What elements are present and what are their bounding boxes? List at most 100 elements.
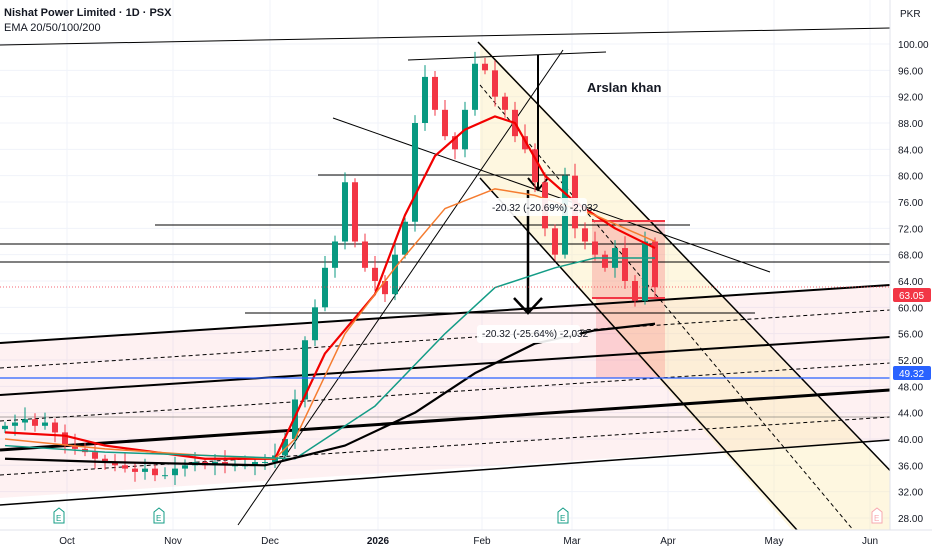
candle: [352, 178, 358, 248]
candle: [602, 250, 608, 272]
price-tick-label: 52.00: [898, 356, 923, 367]
candle: [552, 224, 558, 261]
candle: [382, 275, 388, 303]
candle: [22, 407, 28, 431]
price-tick-label: 100.00: [898, 40, 929, 51]
time-tick-label: Nov: [164, 536, 182, 547]
price-ticks: 100.00 96.00 92.00 88.00 84.00 80.00 76.00 72.0…: [898, 40, 929, 525]
price-tick-label: 72.00: [898, 224, 923, 235]
candle: [152, 464, 158, 482]
candle: [322, 255, 328, 312]
candle: [32, 413, 38, 432]
candle: [172, 456, 178, 486]
price-tick-label: 36.00: [898, 461, 923, 472]
candle: [452, 132, 458, 160]
candle: [372, 255, 378, 291]
candle: [262, 454, 268, 470]
candle: [2, 421, 8, 434]
last-price-value: 63.05: [899, 291, 924, 302]
candle: [582, 222, 588, 250]
price-tick-label: 60.00: [898, 303, 923, 314]
price-tick-label: 44.00: [898, 409, 923, 420]
target-box: [596, 298, 665, 378]
time-tick-label: Mar: [563, 536, 581, 547]
price-tick-label: 76.00: [898, 198, 923, 209]
candle: [332, 235, 338, 278]
svg-text:E: E: [874, 514, 879, 523]
earnings-icon[interactable]: E: [153, 507, 165, 524]
time-tick-label: Jun: [862, 536, 878, 547]
time-tick-label: May: [765, 536, 784, 547]
time-ticks: Oct Nov Dec 2026 Feb Mar Apr May Jun: [59, 536, 878, 547]
price-tick-label: 88.00: [898, 119, 923, 130]
chart-legend: Nishat Power Limited · 1D · PSX EMA 20/5…: [4, 6, 171, 36]
earnings-icon[interactable]: E: [53, 507, 65, 524]
candle: [622, 236, 628, 289]
last-price-badge: [893, 288, 931, 302]
price-tick-label: 80.00: [898, 172, 923, 183]
candle: [482, 57, 488, 75]
svg-text:E: E: [56, 514, 61, 523]
time-tick-label: Oct: [59, 536, 75, 547]
candle: [472, 51, 478, 116]
currency-label: PKR: [900, 9, 921, 20]
earnings-markers[interactable]: E E E E: [53, 507, 883, 524]
price-tick-label: 28.00: [898, 514, 923, 525]
candle: [432, 70, 438, 116]
candle: [392, 244, 398, 301]
candle: [312, 299, 318, 347]
candle: [342, 172, 348, 250]
measure-label-2: -20.32 (-25.64%) -2,032: [482, 329, 589, 340]
price-tick-label: 64.00: [898, 277, 923, 288]
candle: [632, 275, 638, 307]
candle: [402, 217, 408, 259]
time-tick-label: Feb: [473, 536, 491, 547]
measure-label-1-bg: [487, 198, 587, 216]
ema-100-line: [4, 257, 655, 460]
price-tick-label: 56.00: [898, 330, 923, 341]
candle: [422, 65, 428, 131]
trend-lines: [0, 27, 931, 550]
price-tick-label: 84.00: [898, 145, 923, 156]
measure-label-2-bg: [477, 325, 580, 343]
svg-text:E: E: [560, 514, 565, 523]
candle: [132, 462, 138, 482]
svg-text:E: E: [156, 514, 161, 523]
symbol-title[interactable]: Nishat Power Limited · 1D · PSX: [4, 7, 172, 19]
earnings-icon[interactable]: E: [871, 507, 883, 524]
time-axis[interactable]: [0, 530, 890, 550]
price-tick-label: 96.00: [898, 66, 923, 77]
earnings-icon[interactable]: E: [557, 507, 569, 524]
candle: [92, 442, 98, 469]
price-tick-label: 32.00: [898, 488, 923, 499]
descending-channel-fill: [480, 42, 930, 550]
candle: [252, 458, 258, 476]
price-tick-label: 48.00: [898, 382, 923, 393]
ascending-channel-fill: [0, 285, 890, 498]
candle: [442, 99, 448, 141]
candle: [162, 467, 168, 480]
candle: [62, 424, 68, 454]
price-tick-label: 92.00: [898, 93, 923, 104]
candle: [182, 459, 188, 477]
author-note: Arslan khan: [587, 80, 661, 95]
price-axis[interactable]: [890, 0, 932, 550]
candle: [362, 233, 368, 272]
candle: [492, 60, 498, 107]
candle: [42, 412, 48, 430]
level-price-value: 49.32: [899, 369, 924, 380]
candle: [52, 418, 58, 443]
candle: [592, 231, 598, 261]
time-tick-label: Apr: [660, 536, 676, 547]
price-tick-label: 68.00: [898, 251, 923, 262]
indicator-label[interactable]: EMA 20/50/100/200: [4, 22, 101, 34]
time-tick-label: Dec: [261, 536, 279, 547]
measure-label-1: -20.32 (-20.69%) -2,032: [492, 203, 599, 214]
candle: [502, 92, 508, 118]
candle: [532, 143, 538, 193]
time-tick-label: 2026: [367, 536, 390, 547]
candle: [412, 115, 418, 232]
price-tick-label: 40.00: [898, 435, 923, 446]
level-price-badge: [893, 366, 931, 380]
